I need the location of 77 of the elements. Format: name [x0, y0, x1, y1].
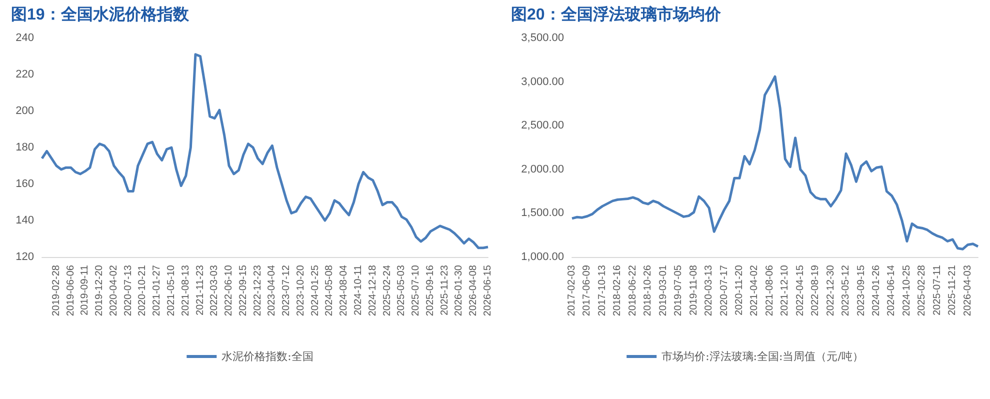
y-tick-label: 160	[16, 178, 34, 190]
x-tick-label: 2020-07-17	[718, 264, 730, 316]
y-tick-label: 120	[16, 251, 34, 263]
chart-title: 图19：全国水泥价格指数	[11, 6, 190, 24]
x-tick-label: 2022-06-10	[224, 264, 235, 316]
x-tick-label: 2020-03-13	[704, 264, 715, 316]
x-tick-label: 2022-04-15	[794, 264, 806, 316]
x-tick-label: 2025-11-21	[947, 264, 958, 316]
y-tick-label: 2,500.00	[521, 120, 564, 132]
x-tick-label: 2025-05-03	[396, 264, 408, 316]
x-tick-label: 2020-04-02	[108, 264, 120, 316]
y-tick-label: 3,000.00	[521, 76, 564, 88]
y-tick-label: 180	[16, 142, 34, 154]
y-tick-label: 1,500.00	[521, 207, 564, 220]
x-tick-label: 2022-12-30	[825, 264, 836, 316]
line-series	[570, 75, 980, 250]
x-tick-label: 2019-12-20	[94, 264, 106, 316]
x-tick-label: 2021-05-10	[166, 264, 177, 316]
x-tick-label: 2018-02-16	[612, 264, 624, 316]
x-tick-label: 2025-02-24	[382, 264, 393, 316]
x-tick-label: 2024-10-25	[901, 264, 912, 316]
x-tick-label: 2019-06-06	[65, 264, 76, 316]
x-tick-label: 2022-03-03	[209, 264, 220, 316]
x-tick-label: 2019-11-08	[688, 264, 700, 316]
x-tick-label: 2019-02-28	[50, 264, 62, 316]
y-tick-label: 140	[16, 214, 34, 226]
x-tick-label: 2022-08-19	[810, 264, 822, 316]
x-tick-label: 2025-02-28	[916, 264, 928, 316]
x-tick-label: 2025-11-23	[439, 264, 450, 316]
x-tick-label: 2025-09-16	[424, 264, 436, 316]
y-tick-label: 3,500.00	[521, 32, 564, 44]
x-tick-label: 2019-03-01	[658, 264, 669, 316]
x-tick-label: 2025-07-10	[410, 264, 422, 316]
x-tick-label: 2026-04-08	[468, 264, 480, 316]
x-tick-label: 2024-12-18	[367, 264, 378, 316]
x-tick-label: 2024-05-08	[324, 264, 336, 316]
x-tick-label: 2023-07-12	[281, 264, 292, 316]
x-tick-label: 2022-09-15	[238, 264, 249, 316]
line-series	[40, 53, 490, 250]
x-tick-label: 2023-10-20	[295, 264, 306, 316]
y-tick-label: 1,000.00	[521, 251, 564, 263]
x-tick-label: 2017-10-13	[596, 264, 608, 316]
x-tick-label: 2020-11-20	[734, 264, 745, 316]
x-tick-label: 2018-10-26	[642, 264, 654, 316]
x-tick-label: 2024-01-26	[871, 264, 882, 316]
chart-title: 图20：全国浮法玻璃市场均价	[511, 6, 722, 24]
x-tick-label: 2018-06-22	[627, 264, 638, 316]
y-tick-label: 200	[16, 105, 34, 117]
x-tick-label: 2020-10-21	[137, 264, 148, 316]
x-tick-label: 2025-07-11	[932, 264, 943, 316]
x-tick-label: 2023-09-15	[856, 264, 867, 316]
x-tick-label: 2021-12-10	[780, 264, 791, 316]
x-tick-label: 2021-08-13	[180, 264, 192, 316]
y-tick-label: 240	[16, 32, 34, 44]
x-tick-label: 2024-10-11	[353, 264, 364, 316]
x-tick-label: 2021-01-27	[152, 264, 163, 316]
x-tick-label: 2023-05-12	[840, 264, 852, 316]
legend-label: 市场均价:浮法玻璃:全国:当周值（元/吨）	[662, 350, 864, 363]
x-tick-label: 2017-02-03	[566, 264, 578, 316]
x-tick-label: 2021-04-02	[749, 264, 760, 316]
x-tick-label: 2021-11-23	[194, 264, 206, 316]
x-tick-label: 2023-04-04	[266, 264, 278, 316]
legend-label: 水泥价格指数:全国	[222, 350, 314, 363]
x-tick-label: 2022-12-23	[252, 264, 264, 316]
x-tick-label: 2026-04-03	[962, 264, 974, 316]
x-tick-label: 2024-08-04	[338, 264, 350, 316]
x-tick-label: 2017-06-09	[582, 264, 593, 316]
x-tick-label: 2021-08-06	[764, 264, 776, 316]
x-tick-label: 2026-01-30	[454, 264, 465, 316]
x-tick-label: 2024-01-25	[310, 264, 321, 316]
x-tick-label: 2019-07-05	[673, 264, 684, 316]
y-tick-label: 2,000.00	[521, 163, 564, 176]
x-tick-label: 2024-06-14	[886, 264, 898, 316]
x-tick-label: 2026-06-15	[482, 264, 494, 316]
x-tick-label: 2020-07-13	[122, 264, 134, 316]
y-tick-label: 220	[16, 68, 34, 80]
x-tick-label: 2019-09-11	[80, 264, 91, 316]
